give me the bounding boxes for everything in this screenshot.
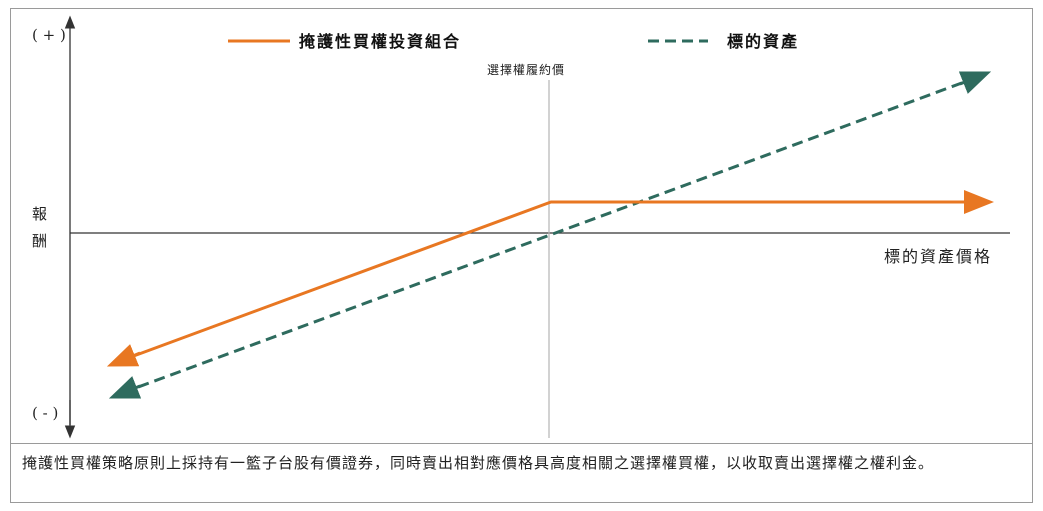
y-axis-plus-label: ( + ) (32, 26, 66, 44)
legend-covered-call-label: 掩護性買權投資組合 (299, 32, 461, 51)
underlying-asset-line (121, 75, 979, 395)
caption-text: 掩護性買權策略原則上採持有一籃子台股有價證券，同時賣出相對應價格具高度相關之選擇… (22, 454, 935, 472)
underlying-asset-arrow-down (108, 376, 142, 399)
underlying-asset-arrow-up (958, 71, 992, 94)
legend: 掩護性買權投資組合 標的資產 (228, 32, 799, 51)
covered-call-arrow-left (106, 344, 141, 367)
legend-underlying-label: 標的資產 (727, 32, 799, 51)
y-axis-title-line1: 報 (32, 205, 47, 223)
y-axis-minus-label: ( - ) (32, 404, 58, 422)
x-axis-title: 標的資產價格 (884, 247, 992, 266)
covered-call-line (119, 200, 981, 363)
diagram-frame (10, 8, 1033, 503)
strike-label: 選擇權履約價 (487, 62, 565, 77)
y-axis-title-line2: 酬 (32, 232, 47, 250)
caption-box: 掩護性買權策略原則上採持有一籃子台股有價證券，同時賣出相對應價格具高度相關之選擇… (10, 443, 1033, 503)
